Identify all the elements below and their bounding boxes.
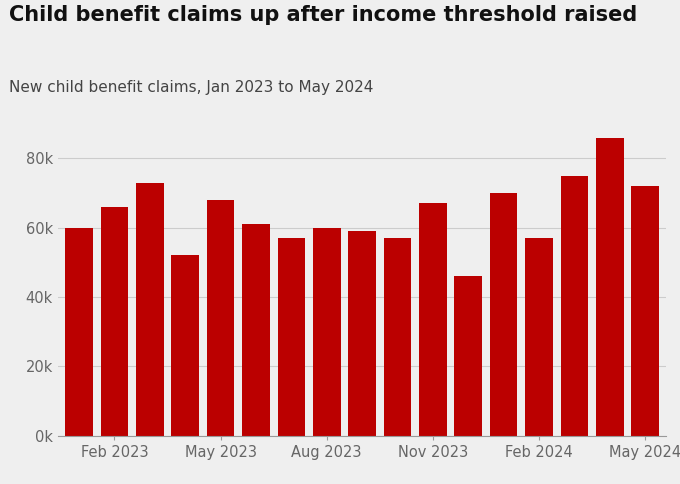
Bar [348, 231, 376, 436]
Bar [101, 207, 129, 436]
Bar [242, 224, 270, 436]
Bar [454, 276, 482, 436]
Bar [136, 182, 164, 436]
Bar [277, 238, 305, 436]
Bar [65, 228, 93, 436]
Bar [313, 228, 341, 436]
Bar [171, 256, 199, 436]
Bar [596, 137, 624, 436]
Text: Child benefit claims up after income threshold raised: Child benefit claims up after income thr… [9, 5, 637, 25]
Bar [631, 186, 659, 436]
Bar [560, 176, 588, 436]
Bar [525, 238, 553, 436]
Bar [207, 200, 235, 436]
Bar [419, 203, 447, 436]
Bar [490, 193, 517, 436]
Bar [384, 238, 411, 436]
Text: New child benefit claims, Jan 2023 to May 2024: New child benefit claims, Jan 2023 to Ma… [9, 80, 373, 95]
